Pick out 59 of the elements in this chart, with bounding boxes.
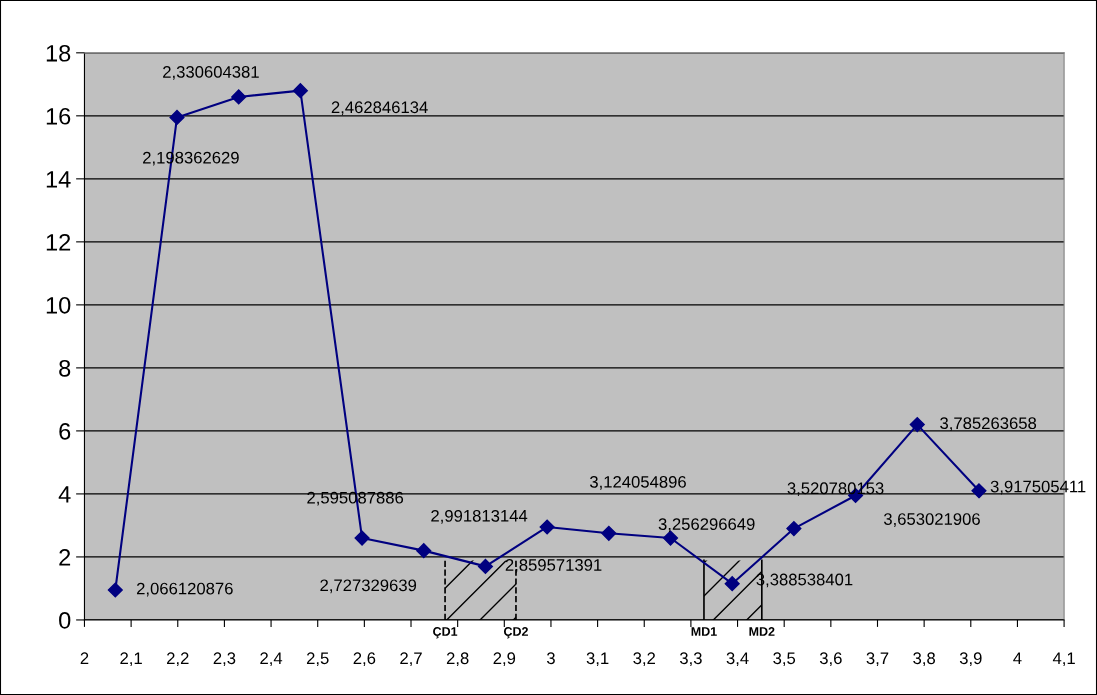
annotation: 2,727329639 bbox=[320, 579, 417, 594]
y-tick-label: 14 bbox=[46, 171, 71, 188]
y-tick-label: 2 bbox=[59, 548, 71, 566]
y-tick-label: 4 bbox=[58, 486, 71, 503]
x-tick-label: 3,7 bbox=[866, 652, 889, 667]
point bbox=[416, 543, 432, 559]
x-tick-label: 2 bbox=[80, 652, 89, 664]
y-tick-label: 6 bbox=[59, 422, 71, 440]
annotation: 3,256296649 bbox=[658, 518, 755, 532]
x-tick-label: 3,8 bbox=[913, 652, 935, 667]
annotation: 2,462846134 bbox=[331, 101, 428, 116]
x-tick-label: 2,9 bbox=[493, 652, 516, 667]
x-tick-label: 3,9 bbox=[959, 652, 982, 667]
annotation: 2,991813144 bbox=[431, 509, 528, 524]
point bbox=[909, 417, 925, 433]
point bbox=[231, 89, 247, 105]
annotation: 3,785263658 bbox=[940, 417, 1037, 432]
x-tick-label: 3,5 bbox=[773, 652, 796, 667]
x-tick-label: 2,2 bbox=[167, 652, 189, 667]
annotation: 2,066120876 bbox=[136, 582, 233, 597]
y-tick-label: 0 bbox=[59, 612, 71, 629]
point bbox=[477, 558, 494, 574]
x-tick-label: 2,3 bbox=[213, 652, 236, 667]
x-tick-label: 3,4 bbox=[726, 652, 749, 667]
x-tick-label: 2,8 bbox=[446, 652, 469, 667]
y-tick-label: 8 bbox=[59, 359, 71, 377]
x-tick-label: 2,5 bbox=[306, 652, 329, 667]
point bbox=[354, 530, 370, 546]
y-tick-label: 16 bbox=[46, 107, 71, 125]
x-tick-label: 3,6 bbox=[819, 652, 842, 667]
annotation: 3,124054896 bbox=[589, 475, 686, 490]
point bbox=[971, 483, 987, 499]
x-tick-label: 2,6 bbox=[353, 652, 376, 667]
point bbox=[169, 109, 185, 125]
point bbox=[601, 525, 617, 541]
x-tick-label: 3,1 bbox=[586, 652, 609, 667]
y-tick-label: 10 bbox=[46, 296, 71, 314]
ref-line-label: MD1 bbox=[691, 627, 717, 636]
annotation: 3,917505411 bbox=[990, 480, 1086, 495]
x-tick-label: 2,7 bbox=[400, 652, 422, 667]
x-tick-label: 4 bbox=[1013, 652, 1022, 664]
x-tick-label: 4,1 bbox=[1052, 652, 1075, 667]
x-tick-label: 2,1 bbox=[120, 652, 142, 667]
ref-line-label: ÇD2 bbox=[503, 627, 528, 639]
annotation: 3,653021906 bbox=[883, 513, 980, 527]
point bbox=[107, 582, 123, 598]
point bbox=[539, 519, 555, 535]
point bbox=[786, 521, 802, 537]
annotation: 2,859571391 bbox=[505, 559, 602, 573]
y-tick-label: 18 bbox=[46, 44, 71, 62]
point bbox=[292, 83, 308, 99]
ref-line-label: MD2 bbox=[749, 627, 775, 636]
ref-line-label: ÇD1 bbox=[433, 627, 458, 639]
annotation: 2,330604381 bbox=[163, 65, 259, 80]
x-tick-label: 3,3 bbox=[679, 652, 702, 667]
x-tick-label: 3 bbox=[546, 652, 555, 665]
x-tick-label: 3,2 bbox=[633, 652, 655, 667]
x-tick-label: 2,4 bbox=[260, 652, 283, 667]
y-tick-label: 12 bbox=[46, 233, 71, 251]
